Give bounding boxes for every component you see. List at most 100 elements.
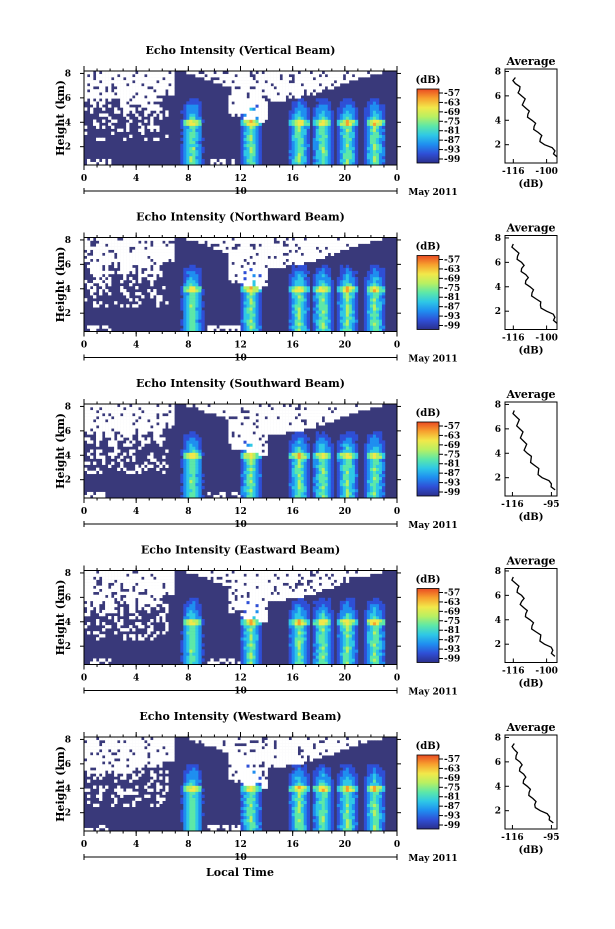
average-y-tick-label: 4 xyxy=(495,616,501,626)
beam-panel-4: Echo Intensity (Westward Beam)2468Height… xyxy=(54,710,560,864)
average-y-tick-label: 8 xyxy=(495,67,501,77)
y-tick-label: 2 xyxy=(65,143,71,153)
day-label: 10 xyxy=(234,853,247,863)
y-tick-label: 4 xyxy=(65,118,71,128)
y-tick-label: 6 xyxy=(65,760,71,770)
average-y-tick-label: 8 xyxy=(495,733,501,743)
colorbar-tick-label: -93 xyxy=(444,645,460,655)
colorbar-unit: (dB) xyxy=(416,408,441,419)
x-tick-label: 16 xyxy=(286,341,299,351)
average-x-tick-label: -116 xyxy=(501,833,524,843)
y-axis-label: Height (km) xyxy=(54,580,67,656)
x-tick-label: 0 xyxy=(81,174,87,184)
x-tick-label: 16 xyxy=(286,174,299,184)
x-tick-label: 16 xyxy=(286,507,299,517)
colorbar-tick-label: -75 xyxy=(444,450,460,460)
average-profile-line xyxy=(511,576,556,657)
x-tick-label: 0 xyxy=(394,840,400,850)
y-tick-label: 8 xyxy=(65,236,71,246)
colorbar-tick-label: -57 xyxy=(444,589,460,599)
average-profile-line xyxy=(512,410,556,491)
y-tick-label: 4 xyxy=(65,285,71,295)
colorbar-tick-label: -81 xyxy=(444,460,460,470)
colorbar-tick-label: -63 xyxy=(444,598,460,608)
x-tick-label: 20 xyxy=(339,341,352,351)
x-tick-label: 20 xyxy=(339,840,352,850)
day-label: 10 xyxy=(234,354,247,364)
beam-panel-0: Echo Intensity (Vertical Beam)2468Height… xyxy=(54,44,558,198)
average-profile-line xyxy=(512,77,558,158)
average-x-tick-label: -95 xyxy=(543,500,559,510)
colorbar-tick-label: -57 xyxy=(444,256,460,266)
y-tick-label: 8 xyxy=(65,402,71,412)
y-axis-label: Height (km) xyxy=(54,413,67,489)
colorbar-tick-label: -99 xyxy=(444,488,460,498)
y-tick-label: 8 xyxy=(65,69,71,79)
x-tick-label: 0 xyxy=(81,507,87,517)
x-tick-label: 4 xyxy=(133,174,139,184)
colorbar-tick-label: -99 xyxy=(444,655,460,665)
day-label: 10 xyxy=(234,687,247,697)
average-x-tick-label: -116 xyxy=(502,334,525,344)
average-title: Average xyxy=(505,222,555,235)
colorbar-tick-label: -63 xyxy=(444,265,460,275)
average-frame xyxy=(504,235,558,330)
y-tick-label: 6 xyxy=(65,593,71,603)
average-frame xyxy=(504,568,558,663)
x-tick-label: 0 xyxy=(394,174,400,184)
panel-title: Echo Intensity (Southward Beam) xyxy=(136,377,345,390)
y-tick-label: 6 xyxy=(65,427,71,437)
average-x-tick-label: -116 xyxy=(502,167,525,177)
average-x-tick-label: -116 xyxy=(501,500,524,510)
date-label: May 2011 xyxy=(408,688,457,698)
echo-heatmap xyxy=(84,737,397,832)
colorbar-tick-label: -87 xyxy=(444,469,460,479)
colorbar-tick-label: -87 xyxy=(444,636,460,646)
colorbar-tick-label: -87 xyxy=(444,303,460,313)
colorbar-tick-label: -69 xyxy=(444,607,460,617)
average-frame xyxy=(504,734,558,830)
x-tick-label: 4 xyxy=(133,507,139,517)
colorbar-tick-label: -69 xyxy=(444,774,460,784)
average-x-label: (dB) xyxy=(519,845,544,856)
y-tick-label: 8 xyxy=(65,735,71,745)
panel-title: Echo Intensity (Eastward Beam) xyxy=(141,544,340,557)
x-tick-label: 8 xyxy=(185,674,191,684)
y-tick-label: 2 xyxy=(65,309,71,319)
x-tick-label: 12 xyxy=(234,174,247,184)
panel-title: Echo Intensity (Vertical Beam) xyxy=(145,44,335,57)
colorbar-tick-label: -63 xyxy=(444,764,460,774)
colorbar-tick-label: -69 xyxy=(444,274,460,284)
colorbar-tick-label: -57 xyxy=(444,89,460,99)
colorbar-tick-label: -81 xyxy=(444,793,460,803)
colorbar-tick-label: -63 xyxy=(444,98,460,108)
colorbar-tick-label: -57 xyxy=(444,422,460,432)
colorbar-tick-label: -81 xyxy=(444,626,460,636)
x-tick-label: 8 xyxy=(185,840,191,850)
y-tick-label: 4 xyxy=(65,618,71,628)
y-tick-label: 4 xyxy=(65,451,71,461)
colorbar-tick-label: -81 xyxy=(444,293,460,303)
colorbar-tick-label: -93 xyxy=(444,312,460,322)
x-tick-label: 4 xyxy=(133,674,139,684)
colorbar-tick-label: -93 xyxy=(444,479,460,489)
average-x-label: (dB) xyxy=(519,679,544,690)
panels-group: Echo Intensity (Vertical Beam)2468Height… xyxy=(54,44,560,864)
average-frame xyxy=(504,68,558,164)
average-x-tick-label: -100 xyxy=(535,334,558,344)
colorbar-tick-label: -99 xyxy=(444,155,460,165)
colorbar-tick-label: -87 xyxy=(444,802,460,812)
x-axis-label: Local Time xyxy=(206,866,274,879)
average-x-tick-label: -100 xyxy=(535,167,558,177)
y-tick-label: 2 xyxy=(65,809,71,819)
colorbar-tick-label: -81 xyxy=(444,127,460,137)
colorbar xyxy=(416,754,440,830)
date-label: May 2011 xyxy=(408,188,457,198)
x-tick-label: 12 xyxy=(234,840,247,850)
day-label: 10 xyxy=(234,187,247,197)
average-x-tick-label: -100 xyxy=(535,667,558,677)
echo-heatmap xyxy=(84,404,397,499)
y-tick-label: 2 xyxy=(65,642,71,652)
panel-title: Echo Intensity (Northward Beam) xyxy=(136,211,345,224)
